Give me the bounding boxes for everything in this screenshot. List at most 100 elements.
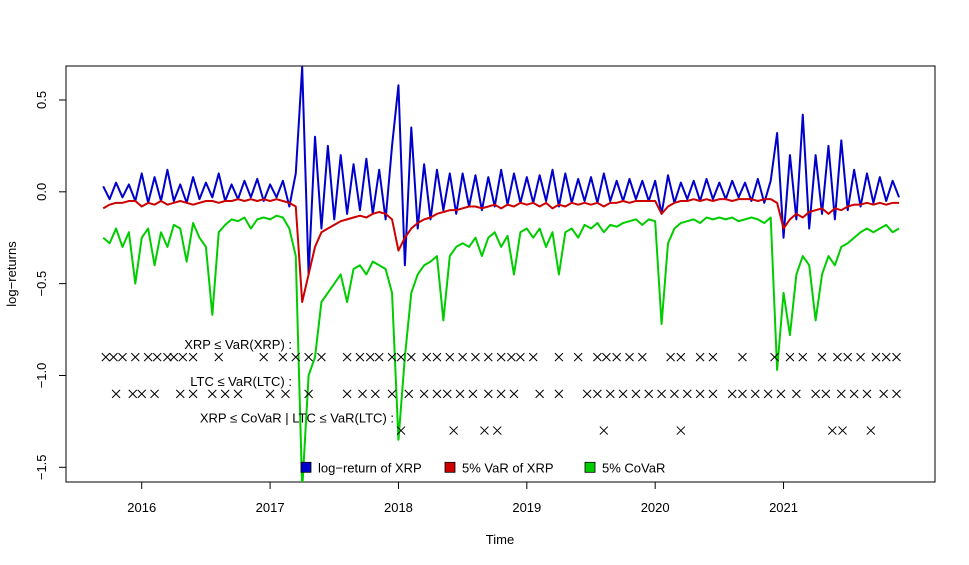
exceedance-marker [593,389,602,399]
exceedance-marker [605,389,615,399]
exceedance-marker [593,352,602,362]
x-tick-label: 2018 [384,500,413,515]
exceedance-marker [445,352,455,362]
exceedance-marker [763,389,773,399]
exceedance-marker [676,426,686,435]
exceedance-marker [492,426,502,435]
exceedance-marker [358,389,367,399]
exceedance-marker [879,389,889,399]
exceedance-label: XRP ≤ VaR(XRP) : [184,337,292,352]
exceedance-marker [422,352,432,362]
exceedance-marker [827,426,837,435]
y-tick-label: 0.5 [34,91,49,109]
exceedance-marker [483,352,493,362]
exceedance-marker [188,352,198,362]
series-line [102,66,900,276]
exceedance-marker [259,352,269,362]
legend-label: 5% VaR of XRP [462,460,554,475]
legend-swatch [444,461,456,473]
exceedance-marker [109,352,118,362]
exceedance-marker [843,352,853,362]
exceedance-marker [111,389,121,399]
exceedance-marker [738,389,747,399]
exceedance-marker [281,389,290,399]
exceedance-marker [278,352,288,362]
exceedance-marker [631,389,641,399]
legend-label: log−return of XRP [318,460,422,475]
exceedance-marker [849,389,859,399]
exceedance-marker [770,352,779,362]
exceedance-marker [169,352,179,362]
exceedance-marker [582,389,592,399]
exceedance-marker [811,389,820,399]
exceedance-marker [695,352,705,362]
exceedance-marker [163,352,172,362]
exceedance-marker [644,389,654,399]
exceedance-label: LTC ≤ VaR(LTC) : [190,374,292,389]
exceedance-marker [738,352,747,362]
exceedance-marker [821,389,831,399]
exceedance-marker [833,352,842,362]
exceedance-marker [370,389,380,399]
series-layer [102,66,900,482]
exceedance-marker [304,352,313,362]
exceedance-marker [599,426,609,435]
exceedance-marker [516,352,525,362]
exceedance-marker [785,352,795,362]
exceedance-marker [374,352,384,362]
plot-frame [65,65,936,483]
x-tick-label: 2020 [641,500,670,515]
exceedance-marker [776,389,786,399]
exceedance-marker [496,389,506,399]
exceedance-marker [317,352,326,362]
exceedance-marker [509,389,519,399]
exceedance-marker [612,352,622,362]
y-tick-label: −1.5 [34,454,49,480]
x-tick-label: 2016 [127,500,156,515]
exceedance-marker [892,389,901,399]
exceedance-marker [862,389,872,399]
exceedance-marker [406,352,416,362]
exceedance-marker [188,389,198,399]
exceedance-marker [682,389,692,399]
y-tick-label: 0.0 [34,183,49,201]
x-tick-label: 2017 [256,500,285,515]
exceedance-marker [455,389,465,399]
exceedance-marker [856,352,865,362]
exceedance-marker [836,389,846,399]
exceedance-marker [118,352,127,362]
exceedance-marker [471,352,480,362]
exceedance-label: XRP ≤ CoVaR | LTC ≤ VaR(LTC) : [200,411,394,426]
exceedance-marker [483,389,493,399]
exceedance-marker [892,352,901,362]
exceedance-marker [602,352,611,362]
exceedance-marker [670,389,679,399]
exceedance-marker [137,389,147,399]
exceedance-marker [708,352,718,362]
exceedance-marker [528,352,538,362]
exceedance-marker [573,352,583,362]
legend-label: 5% CoVaR [602,460,665,475]
y-axis-label: log−returns [4,241,19,307]
exceedance-marker [265,389,275,399]
x-tick-label: 2021 [769,500,798,515]
exceedance-marker [130,352,140,362]
exceedance-marker [214,352,224,362]
series-line [102,198,900,304]
exceedance-marker [342,389,352,399]
exceedance-marker [458,352,467,362]
exceedance-marker [507,352,516,362]
exceedance-marker [291,352,301,362]
exceedance-marker [128,389,138,399]
y-tick-label: −1.0 [34,363,49,389]
exceedance-marker [396,352,406,362]
exceedance-marker [365,352,375,362]
exceedance-marker [866,426,876,435]
x-axis-label: Time [486,532,514,547]
exceedance-marker [817,352,827,362]
exceedance-marker [554,389,564,399]
exceedance-marker [355,352,365,362]
exceedance-marker [387,389,397,399]
exceedance-marker [152,352,162,362]
